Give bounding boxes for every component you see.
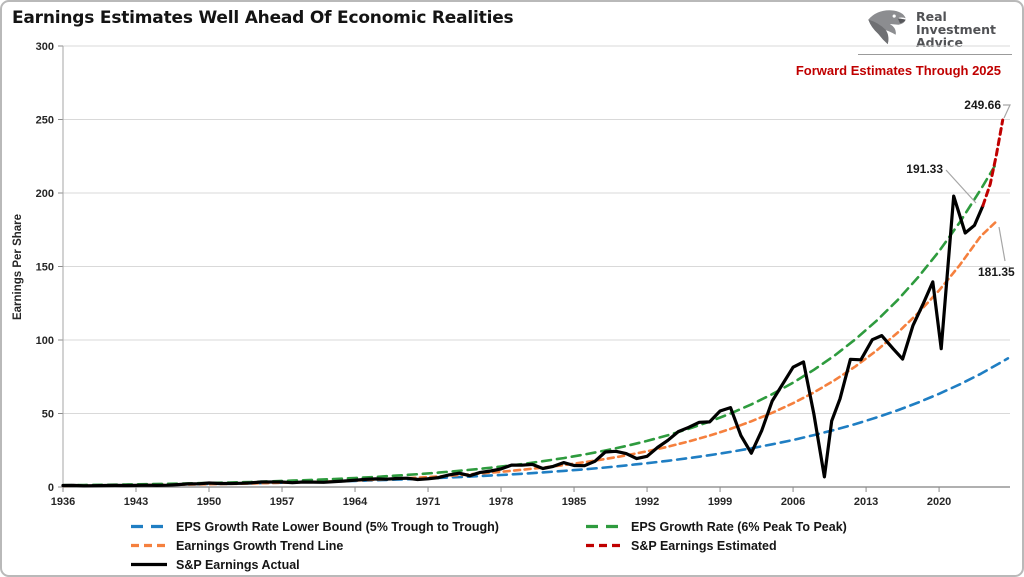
x-tick-label: 1999 bbox=[708, 496, 732, 508]
legend-label: Earnings Growth Trend Line bbox=[176, 538, 344, 553]
page-title: Earnings Estimates Well Ahead Of Economi… bbox=[12, 8, 514, 28]
legend-marker-orange-dashed-line bbox=[131, 543, 167, 548]
series-line-1 bbox=[61, 219, 999, 488]
y-tick-label: 150 bbox=[36, 262, 54, 274]
legend-label: EPS Growth Rate (6% Peak To Peak) bbox=[631, 519, 847, 534]
y-axis-title: Earnings Per Share bbox=[12, 214, 24, 320]
legend-marker-green-dashed-line bbox=[586, 524, 622, 529]
legend-item-eps-peak: EPS Growth Rate (6% Peak To Peak) bbox=[585, 519, 847, 534]
brand-line-2: Investment bbox=[916, 21, 996, 37]
legend-item-actual: S&P Earnings Actual bbox=[130, 557, 499, 572]
x-tick-label: 1992 bbox=[635, 496, 659, 508]
eagle-icon bbox=[868, 10, 906, 45]
series-layer bbox=[61, 118, 1010, 488]
y-tick-label: 200 bbox=[36, 188, 54, 200]
series-line-2 bbox=[61, 194, 985, 488]
legend-item-estimated: S&P Earnings Estimated bbox=[585, 538, 847, 553]
series-line-3 bbox=[61, 160, 999, 487]
forward-estimates-note: Forward Estimates Through 2025 bbox=[796, 63, 1001, 78]
y-tick-label: 100 bbox=[36, 335, 54, 347]
x-tick-label: 2020 bbox=[927, 496, 951, 508]
x-tick-label: 1957 bbox=[270, 496, 294, 508]
x-tick-label: 1971 bbox=[416, 496, 440, 508]
legend-marker-blue-dashed-line bbox=[131, 524, 167, 529]
brand-line-1: Real bbox=[916, 8, 947, 24]
annotation-layer: Earnings Per Share Forward Estimates Thr… bbox=[12, 63, 1015, 320]
legend-item-eps-lower-bound: EPS Growth Rate Lower Bound (5% Trough t… bbox=[130, 519, 499, 534]
x-tick-label: 1943 bbox=[124, 496, 148, 508]
legend-label: EPS Growth Rate Lower Bound (5% Trough t… bbox=[176, 519, 499, 534]
y-tick-label: 0 bbox=[48, 482, 54, 494]
real-investment-advice-logo: Real Investment Advice bbox=[858, 8, 1012, 55]
legend-column-left: EPS Growth Rate Lower Bound (5% Trough t… bbox=[130, 519, 499, 572]
leader-line-181 bbox=[998, 226, 1006, 262]
eagle-eye bbox=[892, 14, 896, 18]
x-tick-label: 1964 bbox=[343, 496, 368, 508]
y-tick-label: 250 bbox=[36, 115, 54, 127]
x-tick-label: 1985 bbox=[562, 496, 586, 508]
legend-label: S&P Earnings Estimated bbox=[631, 538, 777, 553]
y-tick-label: 50 bbox=[42, 409, 54, 421]
series-line-4 bbox=[981, 118, 1005, 208]
x-tick-label: 1936 bbox=[51, 496, 75, 508]
brand-line-3: Advice bbox=[916, 34, 963, 50]
x-tick-label: 1950 bbox=[197, 496, 221, 508]
leader-line-191 bbox=[945, 169, 977, 204]
y-tick-label: 300 bbox=[36, 41, 54, 53]
x-tick-label: 2013 bbox=[854, 496, 878, 508]
legend-column-right: EPS Growth Rate (6% Peak To Peak) S&P Ea… bbox=[585, 519, 847, 553]
legend-marker-black-solid-line bbox=[131, 562, 167, 567]
x-tick-label: 2006 bbox=[781, 496, 805, 508]
legend-item-trend-line: Earnings Growth Trend Line bbox=[130, 538, 499, 553]
point-label-191: 191.33 bbox=[906, 162, 943, 176]
logo-underline bbox=[858, 54, 1012, 55]
legend-marker-red-dashed-line bbox=[586, 543, 622, 548]
point-label-181: 181.35 bbox=[978, 265, 1015, 279]
x-tick-label: 1978 bbox=[489, 496, 513, 508]
point-label-249: 249.66 bbox=[964, 98, 1001, 112]
leader-line-249 bbox=[1003, 104, 1011, 119]
legend-label: S&P Earnings Actual bbox=[176, 557, 300, 572]
axes-layer: 0 50 100 150 200 250 300 1936 1943 1950 1957 1964 19… bbox=[36, 41, 1010, 508]
